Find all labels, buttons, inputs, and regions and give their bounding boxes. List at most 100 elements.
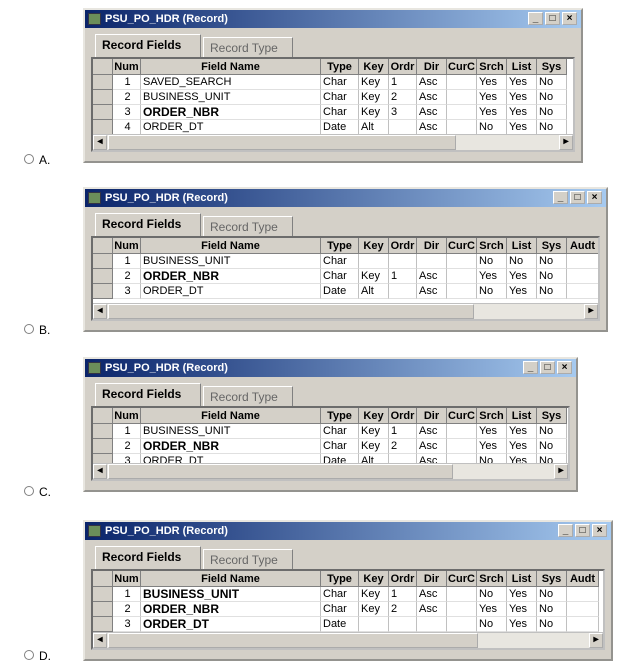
scroll-right[interactable]: ▸ bbox=[584, 304, 598, 319]
tab[interactable]: Record Fields bbox=[95, 383, 201, 406]
grid-cell: Date bbox=[321, 284, 359, 299]
scroll-thumb[interactable] bbox=[108, 464, 453, 479]
column-header: Field Name bbox=[141, 238, 321, 254]
grid-cell bbox=[447, 120, 477, 135]
grid-cell: ORDER_DT bbox=[141, 284, 321, 299]
column-header: Sys bbox=[537, 59, 567, 75]
window-button[interactable]: × bbox=[587, 191, 602, 204]
window-button[interactable]: × bbox=[562, 12, 577, 25]
grid-cell: ORDER_NBR bbox=[141, 602, 321, 617]
grid-cell: Char bbox=[321, 75, 359, 90]
grid-cell: Yes bbox=[507, 587, 537, 602]
column-header: List bbox=[507, 408, 537, 424]
grid-cell: Asc bbox=[417, 284, 447, 299]
window-button[interactable]: □ bbox=[540, 361, 555, 374]
grid-cell: 2 bbox=[389, 602, 417, 617]
scroll-left[interactable]: ◂ bbox=[93, 135, 107, 150]
grid-cell: No bbox=[537, 284, 567, 299]
scroll-left[interactable]: ◂ bbox=[93, 304, 107, 319]
grid-cell: BUSINESS_UNIT bbox=[141, 587, 321, 602]
grid-cell: No bbox=[537, 617, 567, 632]
grid-cell: Char bbox=[321, 439, 359, 454]
window-button[interactable]: □ bbox=[575, 524, 590, 537]
scroll-thumb[interactable] bbox=[108, 135, 456, 150]
window-button[interactable]: × bbox=[557, 361, 572, 374]
window-button[interactable]: _ bbox=[558, 524, 573, 537]
grid-cell: Yes bbox=[477, 424, 507, 439]
grid-cell: ORDER_DT bbox=[141, 617, 321, 632]
window-button[interactable]: □ bbox=[570, 191, 585, 204]
tab[interactable]: Record Type bbox=[203, 549, 293, 569]
column-header: Num bbox=[113, 408, 141, 424]
grid-cell bbox=[389, 284, 417, 299]
grid-cell bbox=[417, 254, 447, 269]
row-selector bbox=[93, 439, 113, 454]
column-header: Ordr bbox=[389, 408, 417, 424]
window: PSU_PO_HDR (Record) _ □ × Record Fields Recor… bbox=[83, 8, 583, 163]
column-header: CurC bbox=[447, 59, 477, 75]
window-button[interactable]: _ bbox=[528, 12, 543, 25]
grid-cell: Char bbox=[321, 424, 359, 439]
window-button[interactable]: _ bbox=[553, 191, 568, 204]
tab[interactable]: Record Fields bbox=[95, 34, 201, 57]
row-selector bbox=[93, 269, 113, 284]
grid-cell bbox=[567, 269, 598, 284]
row-selector bbox=[93, 120, 113, 135]
grid-cell: 1 bbox=[113, 75, 141, 90]
grid-cell: Yes bbox=[507, 75, 537, 90]
tab[interactable]: Record Type bbox=[203, 216, 293, 236]
grid-cell: Yes bbox=[477, 439, 507, 454]
scroll-thumb[interactable] bbox=[108, 633, 478, 648]
grid-cell: 3 bbox=[113, 105, 141, 120]
column-header: Type bbox=[321, 59, 359, 75]
tab[interactable]: Record Type bbox=[203, 37, 293, 57]
grid-cell: Key bbox=[359, 105, 389, 120]
radio-button[interactable] bbox=[24, 486, 34, 496]
column-header: Srch bbox=[477, 408, 507, 424]
column-header: Field Name bbox=[141, 408, 321, 424]
grid-cell: SAVED_SEARCH bbox=[141, 75, 321, 90]
radio-button[interactable] bbox=[24, 650, 34, 660]
column-header: Srch bbox=[477, 59, 507, 75]
grid-cell: 2 bbox=[113, 269, 141, 284]
grid-cell: Asc bbox=[417, 75, 447, 90]
row-selector bbox=[93, 284, 113, 299]
radio-button[interactable] bbox=[24, 324, 34, 334]
column-header: Srch bbox=[477, 571, 507, 587]
grid-cell bbox=[567, 284, 598, 299]
grid-cell: No bbox=[537, 75, 567, 90]
grid-cell: Key bbox=[359, 439, 389, 454]
window-icon bbox=[88, 362, 101, 374]
tab[interactable]: Record Fields bbox=[95, 546, 201, 569]
window-button[interactable]: _ bbox=[523, 361, 538, 374]
column-header: Key bbox=[359, 59, 389, 75]
column-header: Key bbox=[359, 238, 389, 254]
field-grid: Num Field Name Type Key Ordr Dir CurC Srch List S… bbox=[91, 569, 605, 650]
grid-cell bbox=[447, 254, 477, 269]
window-icon bbox=[88, 13, 101, 25]
column-header: List bbox=[507, 238, 537, 254]
scroll-right[interactable]: ▸ bbox=[559, 135, 573, 150]
scrollbar: ◂ ▸ bbox=[93, 632, 603, 648]
window: PSU_PO_HDR (Record) _ □ × Record Fields Recor… bbox=[83, 187, 608, 332]
scroll-right[interactable]: ▸ bbox=[589, 633, 603, 648]
tab[interactable]: Record Fields bbox=[95, 213, 201, 236]
row-selector bbox=[93, 602, 113, 617]
grid-cell: Char bbox=[321, 602, 359, 617]
tab[interactable]: Record Type bbox=[203, 386, 293, 406]
grid-cell bbox=[389, 617, 417, 632]
row-selector bbox=[93, 617, 113, 632]
scroll-thumb[interactable] bbox=[108, 304, 474, 319]
grid-cell: No bbox=[537, 254, 567, 269]
grid-cell: 1 bbox=[389, 587, 417, 602]
grid-cell bbox=[359, 254, 389, 269]
scroll-left[interactable]: ◂ bbox=[93, 464, 107, 479]
window-button[interactable]: × bbox=[592, 524, 607, 537]
column-header: Dir bbox=[417, 238, 447, 254]
scroll-right[interactable]: ▸ bbox=[554, 464, 568, 479]
window-button[interactable]: □ bbox=[545, 12, 560, 25]
column-header: Field Name bbox=[141, 59, 321, 75]
column-header: Type bbox=[321, 238, 359, 254]
scroll-left[interactable]: ◂ bbox=[93, 633, 107, 648]
radio-button[interactable] bbox=[24, 154, 34, 164]
